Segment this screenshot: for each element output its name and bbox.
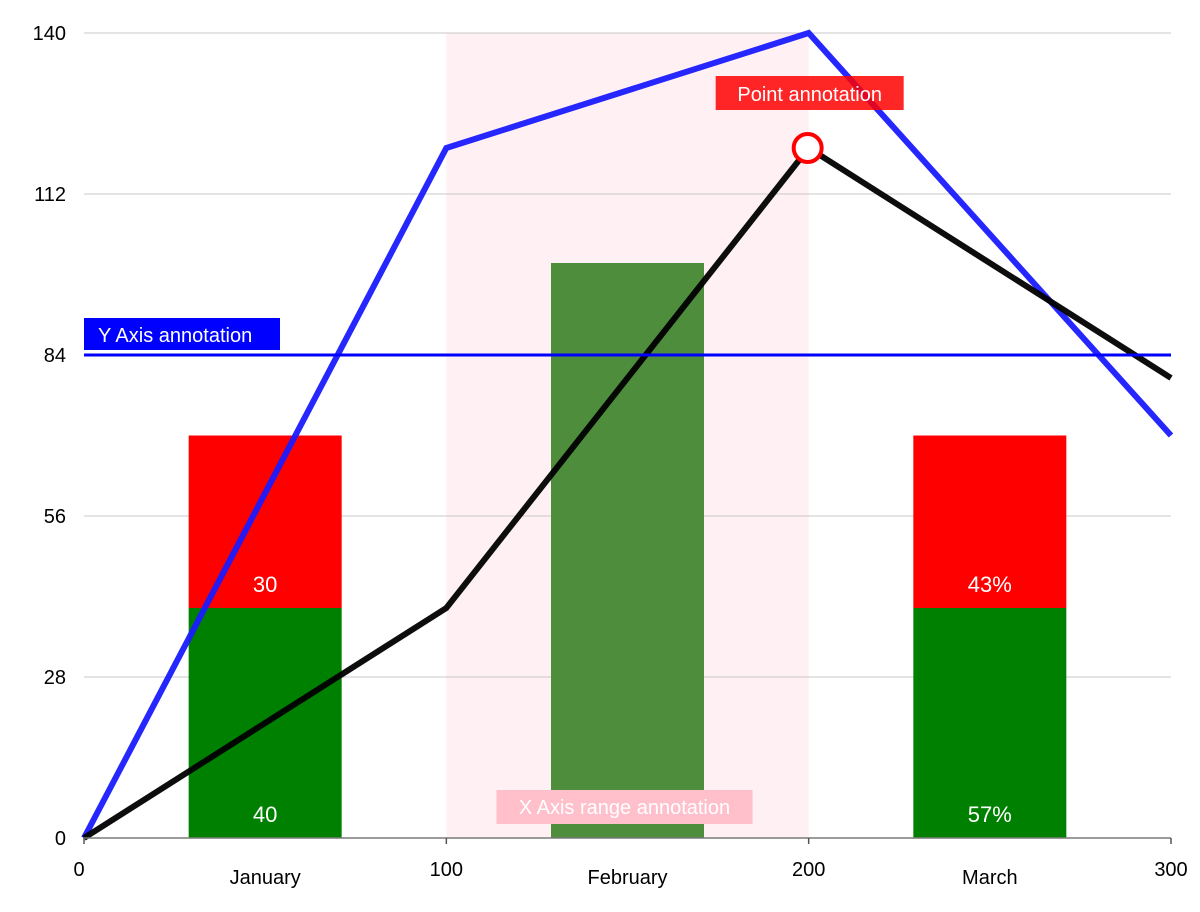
y-tick-label-28: 28 [44,667,66,689]
point-annotation-text: Point annotation [737,84,882,106]
bar-value-labels: 40 57% 30 43% [253,572,1012,827]
y-axis-annotation-text: Y Axis annotation [98,325,252,347]
bar-label-0-0: 40 [253,802,277,827]
x-tick-label-100: 100 [430,859,463,881]
x-axis-ticks [83,838,1172,844]
category-labels: January February March [230,867,1018,889]
category-label-february: February [587,867,667,889]
y-axis-annotation-label: Y Axis annotation [84,318,280,350]
line-series-1 [82,144,1173,841]
y-axis-tick-labels: 0 28 56 84 112 140 [33,23,66,850]
y-tick-label-0: 0 [55,828,66,850]
bar-label-1-0: 30 [253,572,277,597]
point-annotation: Point annotation [715,76,904,164]
x-tick-label-300: 300 [1154,859,1187,881]
bar-1-0 [188,435,342,608]
x-tick-label-0: 0 [73,859,84,881]
line-series [81,29,1174,841]
x-tick-label-200: 200 [792,859,825,881]
bar-2-1 [551,263,704,838]
category-label-january: January [230,867,301,889]
y-tick-label-140: 140 [33,23,66,45]
x-axis-range-annotation-label: X Axis range annotation [496,790,753,824]
bar-label-1-2: 43% [968,572,1012,597]
point-annotation-marker [791,132,824,164]
y-axis-annotation-label-bg [84,318,280,350]
bar-1-2 [913,435,1067,608]
category-label-march: March [962,867,1018,889]
y-tick-label-84: 84 [44,345,66,367]
y-tick-label-112: 112 [34,184,66,206]
bar-label-0-2: 57% [968,802,1012,827]
y-tick-label-56: 56 [44,506,66,528]
bars [188,263,1067,838]
line-series-0 [81,29,1174,840]
point-annotation-label-bg [715,76,904,110]
x-axis-tick-labels: 0 100 200 300 [73,859,1187,881]
bar-0-2 [913,608,1067,838]
x-axis-range-annotation-text: X Axis range annotation [519,797,730,819]
x-axis-range-annotation-label-bg [496,790,753,824]
